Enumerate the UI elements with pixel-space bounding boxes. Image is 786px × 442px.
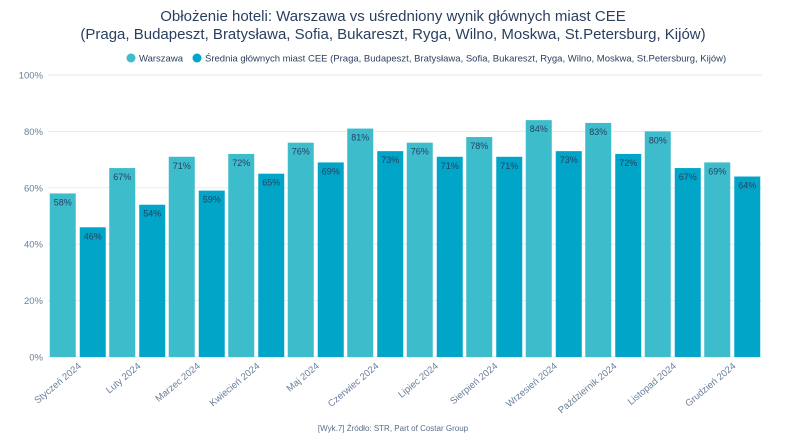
x-tick-label: Październik 2024	[556, 361, 619, 416]
data-label: 69%	[322, 166, 340, 176]
bar	[674, 168, 701, 357]
bar	[644, 131, 671, 357]
bar	[258, 173, 285, 357]
data-label: 72%	[232, 158, 250, 168]
x-tick-label: Czerwiec 2024	[326, 361, 381, 410]
bar	[585, 122, 612, 357]
data-label: 71%	[173, 161, 191, 171]
bar	[317, 162, 344, 357]
y-tick-label: 80%	[24, 127, 44, 138]
y-tick-label: 0%	[29, 353, 43, 364]
bar	[198, 190, 225, 357]
data-labels: 58% 46% 67% 54% 71% 59% 72% 65% 76% 69% 81% 73% 76% 7…	[54, 124, 757, 241]
bar	[525, 120, 552, 358]
x-tick-label: Styczeń 2024	[33, 361, 84, 406]
data-label: 73%	[560, 155, 578, 165]
bar	[615, 153, 642, 357]
bar	[49, 193, 76, 357]
bar	[228, 153, 255, 357]
x-tick-label: Listopad 2024	[626, 361, 679, 408]
bar	[704, 162, 731, 357]
bar	[377, 151, 404, 357]
chart-title-line1: Obłożenie hoteli: Warszawa vs uśredniony…	[160, 8, 625, 25]
data-label: 76%	[292, 147, 310, 157]
x-tick-label: Luty 2024	[104, 361, 143, 396]
bar	[79, 227, 106, 357]
data-label: 58%	[54, 197, 72, 207]
x-tick-label: Wrzesień 2024	[504, 361, 559, 410]
y-tick-label: 40%	[24, 240, 44, 251]
data-label: 80%	[649, 135, 667, 145]
x-tick-label: Lipiec 2024	[396, 361, 440, 401]
y-tick-label: 20%	[24, 296, 44, 307]
y-tick-label: 100%	[19, 71, 44, 82]
x-tick-label: Maj 2024	[285, 361, 322, 395]
bar	[109, 168, 136, 357]
bar	[139, 204, 166, 357]
data-label: 78%	[470, 141, 488, 151]
data-label: 67%	[679, 172, 697, 182]
bar	[555, 151, 582, 357]
legend-label-warszawa: Warszawa	[139, 54, 184, 65]
source-note: [Wyk.7] Źródło: STR, Part of Costar Grou…	[318, 424, 469, 433]
gridlines	[48, 74, 762, 358]
x-tick-label: Grudzień 2024	[683, 361, 738, 409]
data-label: 83%	[589, 127, 607, 137]
data-label: 84%	[530, 124, 548, 134]
data-label: 65%	[262, 178, 280, 188]
legend-label-cee-average: Średnia głównych miast CEE (Praga, Budap…	[205, 53, 726, 65]
bar	[287, 142, 314, 357]
data-label: 71%	[500, 161, 518, 171]
data-label: 71%	[441, 161, 459, 171]
data-label: 67%	[113, 172, 131, 182]
x-tick-label: Marzec 2024	[154, 361, 203, 405]
bar	[168, 156, 195, 357]
data-label: 64%	[738, 181, 756, 191]
bar	[496, 156, 523, 357]
legend-marker-cee-average	[192, 53, 202, 63]
chart-title-line2: (Praga, Budapeszt, Bratysława, Sofia, Bu…	[80, 26, 705, 43]
x-axis: Styczeń 2024 Luty 2024 Marzec 2024 Kwiecień…	[33, 361, 739, 416]
legend-marker-warszawa	[126, 53, 136, 63]
bars	[49, 120, 761, 358]
bar	[347, 128, 374, 357]
bar	[734, 176, 761, 357]
data-label: 46%	[84, 231, 102, 241]
data-label: 54%	[143, 209, 161, 219]
bar	[466, 137, 493, 357]
bar	[406, 142, 433, 357]
data-label: 59%	[203, 195, 221, 205]
y-tick-label: 60%	[24, 183, 44, 194]
data-label: 72%	[619, 158, 637, 168]
data-label: 73%	[381, 155, 399, 165]
x-tick-label: Sierpień 2024	[448, 361, 500, 407]
data-label: 81%	[351, 133, 369, 143]
x-tick-label: Kwiecień 2024	[208, 361, 262, 409]
data-label: 76%	[411, 147, 429, 157]
bar	[436, 156, 463, 357]
y-axis: 0% 20% 40% 60% 80% 100%	[19, 71, 44, 364]
legend: Warszawa Średnia głównych miast CEE (Pra…	[126, 53, 726, 65]
data-label: 69%	[708, 166, 726, 176]
